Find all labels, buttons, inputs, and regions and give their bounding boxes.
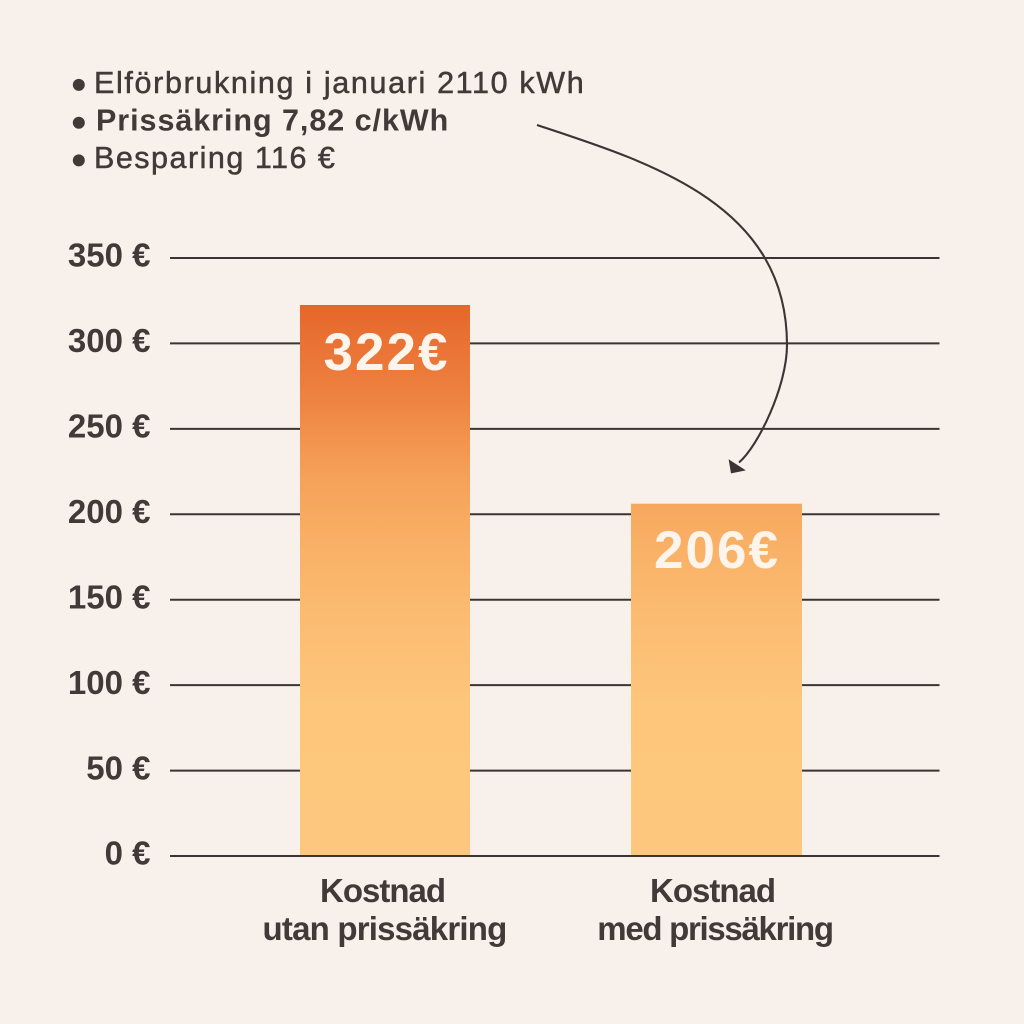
svg-text:Elförbrukning i januari 2110 k: Elförbrukning i januari 2110 kWh [94, 66, 585, 100]
svg-text:utan prissäkring: utan prissäkring [263, 910, 507, 947]
svg-text:350 €: 350 € [68, 237, 151, 274]
svg-text:Kostnad: Kostnad [320, 872, 445, 909]
svg-text:300 €: 300 € [68, 322, 151, 359]
svg-text:Besparing 116 €: Besparing 116 € [94, 141, 336, 175]
svg-text:206€: 206€ [654, 521, 780, 580]
svg-text:100 €: 100 € [68, 664, 151, 701]
svg-text:322€: 322€ [324, 323, 450, 382]
svg-text:Kostnad: Kostnad [650, 872, 775, 909]
svg-text:Prissäkring 7,82 c/kWh: Prissäkring 7,82 c/kWh [96, 103, 449, 137]
svg-text:200 €: 200 € [68, 493, 151, 530]
svg-text:0 €: 0 € [105, 835, 151, 872]
svg-text:150 €: 150 € [68, 578, 151, 615]
svg-text:50 €: 50 € [86, 749, 150, 786]
svg-text:250 €: 250 € [68, 408, 151, 445]
svg-text:med prissäkring: med prissäkring [597, 910, 832, 947]
